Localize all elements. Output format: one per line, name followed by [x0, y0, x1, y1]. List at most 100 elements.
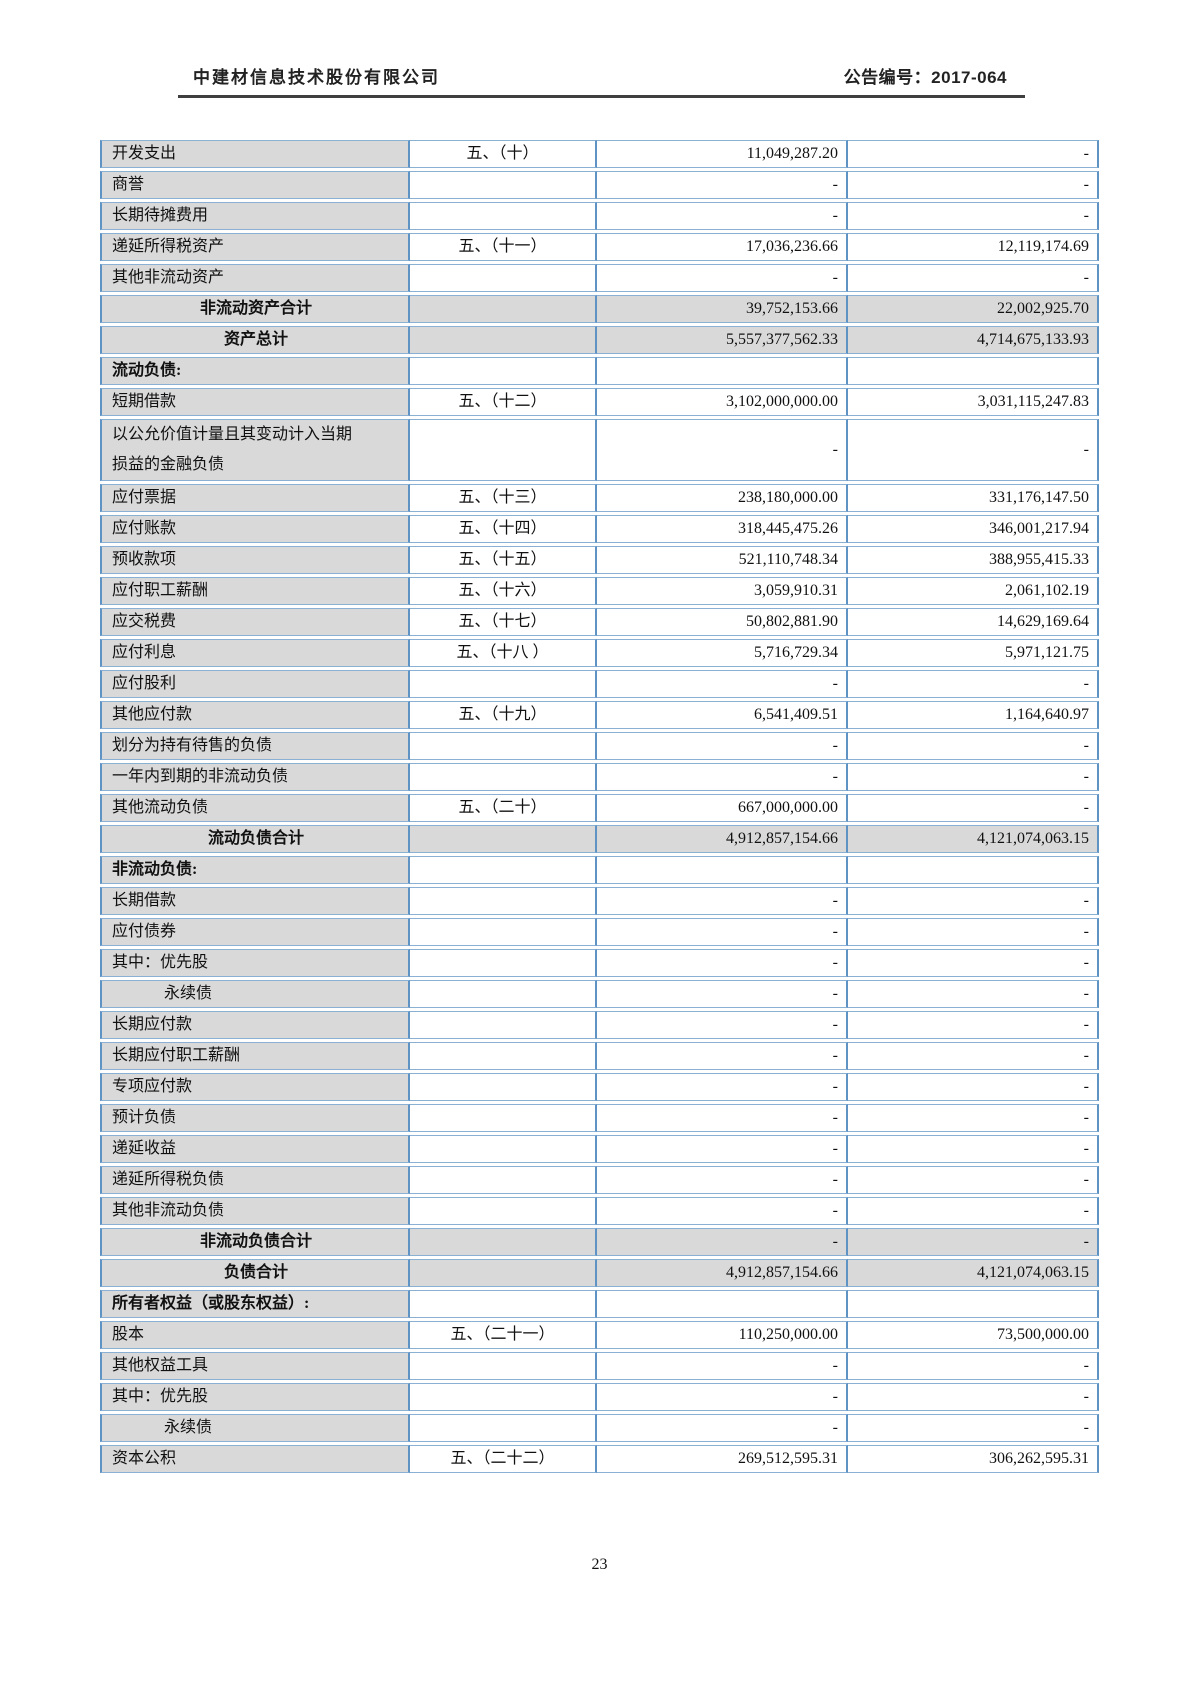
item-label-cell: 非流动负债: — [100, 856, 410, 884]
table-row: 长期待摊费用 - - — [100, 202, 1099, 230]
item-label-cell: 非流动资产合计 — [100, 295, 410, 323]
table-row: 流动负债合计 4,912,857,154.66 4,121,074,063.15 — [100, 825, 1099, 853]
current-period-amount-cell: - — [597, 1352, 848, 1380]
table-row: 商誉 - - — [100, 171, 1099, 199]
announcement-number-label: 公告编号： — [843, 68, 932, 87]
document-header: 中建材信息技术股份有限公司 公告编号：2017-064 — [178, 50, 1025, 98]
table-row: 其他应付款 五、（十九） 6,541,409.51 1,164,640.97 — [100, 701, 1099, 729]
prior-period-amount-cell: - — [848, 171, 1099, 199]
item-label-cell: 以公允价值计量且其变动计入当期 损益的金融负债 — [100, 419, 410, 481]
current-period-amount-cell: 667,000,000.00 — [597, 794, 848, 822]
prior-period-amount-cell: 306,262,595.31 — [848, 1445, 1099, 1473]
table-row: 预收款项 五、（十五） 521,110,748.34 388,955,415.33 — [100, 546, 1099, 574]
table-row: 其中：优先股 - - — [100, 1383, 1099, 1411]
current-period-amount-cell: - — [597, 202, 848, 230]
table-row: 预计负债 - - — [100, 1104, 1099, 1132]
table-row: 资本公积 五、（二十二） 269,512,595.31 306,262,595.31 — [100, 1445, 1099, 1473]
current-period-amount-cell: 269,512,595.31 — [597, 1445, 848, 1473]
item-label-cell: 预计负债 — [100, 1104, 410, 1132]
company-name: 中建材信息技术股份有限公司 — [193, 68, 440, 87]
current-period-amount-cell: 39,752,153.66 — [597, 295, 848, 323]
prior-period-amount-cell: 4,714,675,133.93 — [848, 326, 1099, 354]
item-label-cell: 股本 — [100, 1321, 410, 1349]
table-row: 应付职工薪酬 五、（十六） 3,059,910.31 2,061,102.19 — [100, 577, 1099, 605]
prior-period-amount-cell: - — [848, 918, 1099, 946]
prior-period-amount-cell: 346,001,217.94 — [848, 515, 1099, 543]
prior-period-amount-cell: - — [848, 949, 1099, 977]
item-label-cell: 长期应付职工薪酬 — [100, 1042, 410, 1070]
current-period-amount-cell: - — [597, 670, 848, 698]
note-ref-cell — [410, 264, 597, 292]
current-period-amount-cell — [597, 357, 848, 385]
note-ref-cell: 五、（十二） — [410, 388, 597, 416]
note-ref-cell — [410, 918, 597, 946]
prior-period-amount-cell: - — [848, 980, 1099, 1008]
item-label-cell: 其他非流动资产 — [100, 264, 410, 292]
item-label-cell: 其他应付款 — [100, 701, 410, 729]
prior-period-amount-cell: 4,121,074,063.15 — [848, 1259, 1099, 1287]
prior-period-amount-cell: - — [848, 670, 1099, 698]
prior-period-amount-cell: - — [848, 794, 1099, 822]
current-period-amount-cell: - — [597, 264, 848, 292]
item-label-cell: 递延收益 — [100, 1135, 410, 1163]
item-label-cell: 应付票据 — [100, 484, 410, 512]
prior-period-amount-cell: 1,164,640.97 — [848, 701, 1099, 729]
current-period-amount-cell: 5,716,729.34 — [597, 639, 848, 667]
item-label-cell: 划分为持有待售的负债 — [100, 732, 410, 760]
current-period-amount-cell: - — [597, 419, 848, 481]
item-label-cell: 专项应付款 — [100, 1073, 410, 1101]
item-label-cell: 其他流动负债 — [100, 794, 410, 822]
table-row: 其他权益工具 - - — [100, 1352, 1099, 1380]
current-period-amount-cell: 4,912,857,154.66 — [597, 825, 848, 853]
current-period-amount-cell: 318,445,475.26 — [597, 515, 848, 543]
table-row: 长期应付款 - - — [100, 1011, 1099, 1039]
current-period-amount-cell: 4,912,857,154.66 — [597, 1259, 848, 1287]
table-row: 资产总计 5,557,377,562.33 4,714,675,133.93 — [100, 326, 1099, 354]
table-row: 递延所得税资产 五、（十一） 17,036,236.66 12,119,174.69 — [100, 233, 1099, 261]
current-period-amount-cell: 50,802,881.90 — [597, 608, 848, 636]
prior-period-amount-cell: - — [848, 1197, 1099, 1225]
note-ref-cell — [410, 670, 597, 698]
table-row: 一年内到期的非流动负债 - - — [100, 763, 1099, 791]
note-ref-cell: 五、（十三） — [410, 484, 597, 512]
note-ref-cell — [410, 887, 597, 915]
note-ref-cell: 五、（十七） — [410, 608, 597, 636]
table-row: 短期借款 五、（十二） 3,102,000,000.00 3,031,115,247.… — [100, 388, 1099, 416]
note-ref-cell: 五、（二十） — [410, 794, 597, 822]
item-label-cell: 资产总计 — [100, 326, 410, 354]
current-period-amount-cell: - — [597, 1414, 848, 1442]
prior-period-amount-cell: - — [848, 1352, 1099, 1380]
current-period-amount-cell: 17,036,236.66 — [597, 233, 848, 261]
current-period-amount-cell: 3,059,910.31 — [597, 577, 848, 605]
prior-period-amount-cell: - — [848, 1073, 1099, 1101]
item-label-cell: 长期应付款 — [100, 1011, 410, 1039]
table-row: 非流动资产合计 39,752,153.66 22,002,925.70 — [100, 295, 1099, 323]
prior-period-amount-cell: 3,031,115,247.83 — [848, 388, 1099, 416]
prior-period-amount-cell: 22,002,925.70 — [848, 295, 1099, 323]
note-ref-cell: 五、（十） — [410, 140, 597, 168]
prior-period-amount-cell: 2,061,102.19 — [848, 577, 1099, 605]
item-label-cell: 商誉 — [100, 171, 410, 199]
prior-period-amount-cell: - — [848, 1228, 1099, 1256]
item-label-cell: 负债合计 — [100, 1259, 410, 1287]
item-label-cell: 一年内到期的非流动负债 — [100, 763, 410, 791]
prior-period-amount-cell: 388,955,415.33 — [848, 546, 1099, 574]
item-label-cell: 永续债 — [100, 980, 410, 1008]
item-label-cell: 应付股利 — [100, 670, 410, 698]
note-ref-cell: 五、（十九） — [410, 701, 597, 729]
prior-period-amount-cell: 12,119,174.69 — [848, 233, 1099, 261]
table-row: 应付利息 五、（十八 ） 5,716,729.34 5,971,121.75 — [100, 639, 1099, 667]
note-ref-cell — [410, 732, 597, 760]
current-period-amount-cell: 521,110,748.34 — [597, 546, 848, 574]
item-label-cell: 其中：优先股 — [100, 1383, 410, 1411]
prior-period-amount-cell: - — [848, 1383, 1099, 1411]
current-period-amount-cell: - — [597, 1042, 848, 1070]
current-period-amount-cell: 238,180,000.00 — [597, 484, 848, 512]
prior-period-amount-cell — [848, 856, 1099, 884]
note-ref-cell: 五、（二十一） — [410, 1321, 597, 1349]
current-period-amount-cell: - — [597, 1104, 848, 1132]
note-ref-cell: 五、（十四） — [410, 515, 597, 543]
note-ref-cell — [410, 1352, 597, 1380]
item-label-cell: 短期借款 — [100, 388, 410, 416]
table-row: 永续债 - - — [100, 980, 1099, 1008]
